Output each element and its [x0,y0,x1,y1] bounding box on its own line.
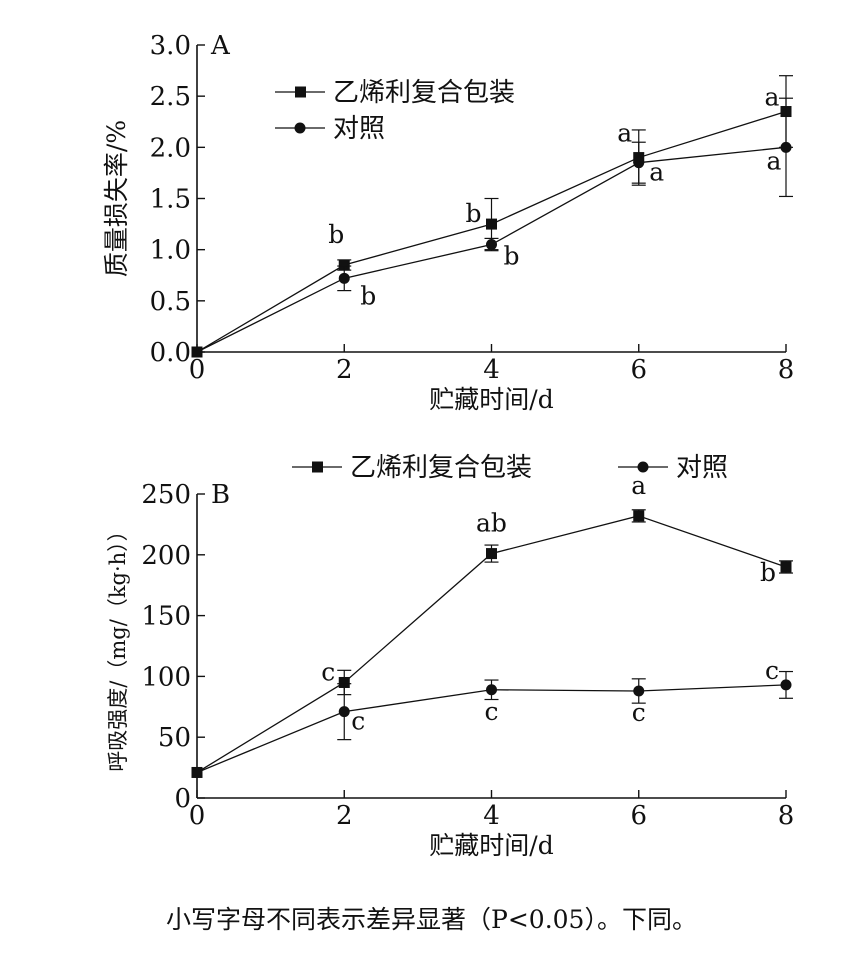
data-point-circle [191,346,203,358]
data-point-circle [191,766,203,778]
data-point-circle [633,157,645,169]
data-point-square [338,676,350,688]
figure-caption: 小写字母不同表示差异显著（P<0.05）。下同。 [166,905,697,934]
significance-letter: b [503,242,519,271]
y-axis-label: 质量损失率/% [102,120,131,277]
y-tick-label: 200 [141,541,191,571]
x-tick-label: 6 [630,355,647,385]
legend-marker-circle [294,122,306,134]
y-axis-label: 呼吸强度/（mg/（kg·h）） [106,520,130,771]
data-point-square [486,218,497,230]
data-point-square [486,548,497,560]
data-point-circle [486,684,497,696]
x-tick-label: 2 [336,801,353,831]
legend-label: 乙烯利复合包装 [333,78,515,108]
chart-b: 0 50 100 150 200 250 0 2 4 6 8 B 贮藏时间/d 呼吸强度/（mg/（kg·… [106,453,795,860]
x-axis-label: 贮藏时间/d [429,831,553,860]
chart-a: 0.0 0.5 1.0 1.5 2.0 2.5 3.0 0 2 4 6 8 A 贮藏时间/d 质量损失率/%… [102,31,795,414]
data-point-circle [633,685,645,697]
y-tick-label: 50 [158,723,191,753]
significance-letter: ab [476,509,507,538]
y-tick-label: 2.0 [150,133,191,163]
legend-marker-square [312,461,323,473]
y-tick-label: 150 [141,602,191,632]
x-tick-label: 0 [189,355,206,385]
y-tick-label: 1.5 [150,185,191,215]
y-tick-label: 250 [141,480,191,510]
data-point-circle [780,141,792,153]
significance-letter: a [617,119,632,148]
y-tick-label: 0.0 [150,338,191,368]
significance-letter: a [767,146,782,175]
data-point-square [780,561,792,573]
significance-letter: b [760,558,776,587]
significance-letter: b [328,220,344,249]
legend-label: 对照 [333,114,385,144]
data-point-circle [780,679,792,691]
y-tick-label: 0.5 [150,287,191,317]
significance-letter: c [351,707,365,736]
legend-marker-circle [637,461,649,473]
x-tick-label: 0 [189,801,206,831]
significance-letter: c [321,657,335,686]
significance-letter: b [360,281,376,310]
x-tick-label: 4 [483,801,500,831]
data-point-square [338,259,350,271]
data-point-circle [486,239,497,251]
x-tick-label: 2 [336,355,353,385]
y-tick-label: 2.5 [150,82,191,112]
legend-marker-square [295,86,306,98]
significance-letter: a [765,83,780,112]
data-point-circle [338,706,350,718]
significance-letter: a [631,471,646,500]
data-point-square [633,510,645,522]
panel-label: A [210,31,231,61]
significance-letter: c [632,698,646,727]
x-axis-label: 贮藏时间/d [429,385,553,414]
legend-label: 乙烯利复合包装 [350,453,532,483]
data-point-circle [338,272,350,284]
x-tick-label: 8 [778,355,795,385]
y-tick-label: 100 [141,662,191,692]
x-tick-label: 4 [483,355,500,385]
x-tick-label: 8 [778,801,795,831]
y-tick-label: 0 [174,784,191,814]
y-tick-label: 3.0 [150,31,191,61]
significance-letter: a [649,158,664,187]
significance-letter: c [484,697,498,726]
panel-label: B [211,480,230,510]
significance-letter: c [765,656,779,685]
significance-letter: b [465,199,481,228]
x-tick-label: 6 [630,801,647,831]
legend-label: 对照 [676,453,728,483]
y-tick-label: 1.0 [150,236,191,266]
